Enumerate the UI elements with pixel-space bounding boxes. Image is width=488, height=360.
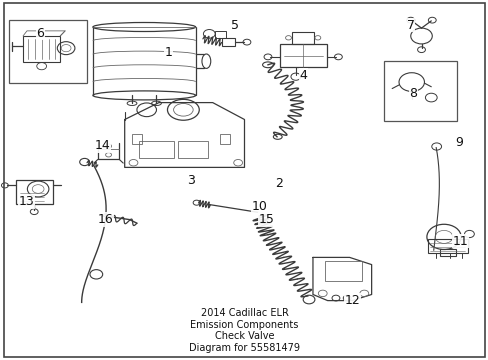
Bar <box>220 134 229 144</box>
Text: 2: 2 <box>274 177 282 190</box>
Text: 1: 1 <box>164 46 172 59</box>
Bar <box>221 38 235 46</box>
Text: 13: 13 <box>19 195 35 208</box>
Text: 16: 16 <box>97 213 113 226</box>
Text: 3: 3 <box>186 174 194 186</box>
Text: 8: 8 <box>408 87 416 100</box>
Bar <box>279 44 326 67</box>
Text: 5: 5 <box>230 19 238 32</box>
Text: 11: 11 <box>452 235 468 248</box>
Text: 7: 7 <box>406 19 414 32</box>
Text: 9: 9 <box>455 136 463 149</box>
Text: 10: 10 <box>251 201 266 213</box>
Bar <box>215 31 225 38</box>
Text: 6: 6 <box>36 27 44 40</box>
Text: 15: 15 <box>258 213 274 226</box>
Bar <box>383 61 456 121</box>
Bar <box>139 141 173 158</box>
Bar <box>132 134 142 144</box>
Text: 14: 14 <box>95 139 110 152</box>
Bar <box>178 141 207 158</box>
Text: 4: 4 <box>299 69 306 82</box>
Text: 12: 12 <box>344 294 359 307</box>
Bar <box>16 180 53 204</box>
Bar <box>427 239 467 253</box>
Bar <box>439 249 455 256</box>
Bar <box>292 32 313 44</box>
Bar <box>325 261 361 281</box>
Text: 2014 Cadillac ELR
Emission Components
Check Valve
Diagram for 55581479: 2014 Cadillac ELR Emission Components Ch… <box>189 308 299 353</box>
Bar <box>23 36 60 62</box>
Bar <box>9 20 87 83</box>
